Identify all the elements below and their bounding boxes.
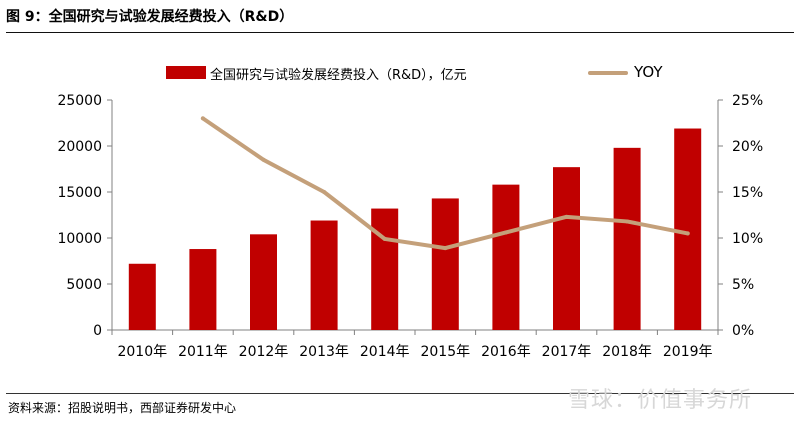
y-right-tick-label: 15% bbox=[732, 185, 763, 201]
yoy-point-2019年 bbox=[685, 231, 690, 236]
title-divider bbox=[6, 32, 794, 33]
y-right-tick-label: 10% bbox=[732, 231, 763, 247]
legend: 全国研究与试验发展经费投入（R&D），亿元 YOY bbox=[0, 63, 800, 83]
y-left-tick-label: 20000 bbox=[57, 139, 102, 155]
y-right-tick-label: 5% bbox=[732, 277, 754, 293]
yoy-point-2014年 bbox=[382, 236, 387, 241]
source-note: 资料来源：招股说明书，西部证券研发中心 bbox=[8, 401, 237, 415]
yoy-point-2015年 bbox=[443, 246, 448, 251]
y-left-tick-label: 25000 bbox=[57, 93, 102, 109]
y-right-tick-label: 25% bbox=[732, 93, 763, 109]
bar-2011年 bbox=[189, 249, 217, 330]
x-tick-label: 2019年 bbox=[663, 344, 713, 360]
y-left-tick-label: 10000 bbox=[57, 231, 102, 247]
yoy-point-2016年 bbox=[503, 230, 508, 235]
legend-line-swatch bbox=[588, 71, 628, 75]
legend-bar-label: 全国研究与试验发展经费投入（R&D），亿元 bbox=[210, 68, 467, 83]
x-tick-label: 2016年 bbox=[481, 344, 531, 360]
bar-2016年 bbox=[492, 184, 520, 330]
y-left-tick-label: 15000 bbox=[57, 185, 102, 201]
bar-2019年 bbox=[674, 128, 702, 330]
y-right-tick-label: 0% bbox=[732, 323, 754, 339]
legend-bar-swatch bbox=[166, 66, 206, 79]
x-tick-label: 2015年 bbox=[420, 344, 470, 360]
y-left-tick-label: 5000 bbox=[66, 277, 102, 293]
yoy-point-2012年 bbox=[261, 157, 266, 162]
bar-2012年 bbox=[250, 234, 277, 330]
x-tick-label: 2013年 bbox=[299, 344, 349, 360]
legend-line-label: YOY bbox=[634, 63, 663, 81]
bar-2010年 bbox=[128, 263, 156, 330]
y-right-tick-label: 20% bbox=[732, 139, 763, 155]
yoy-point-2017年 bbox=[564, 214, 569, 219]
watermark: 雪球：价值事务所 bbox=[568, 388, 753, 413]
bar-2013年 bbox=[310, 220, 338, 330]
chart-title: 图 9：全国研究与试验发展经费投入（R&D） bbox=[6, 9, 294, 25]
yoy-point-2018年 bbox=[625, 219, 630, 224]
x-tick-label: 2011年 bbox=[178, 344, 228, 360]
x-tick-label: 2017年 bbox=[542, 344, 592, 360]
source-divider bbox=[6, 393, 794, 394]
bar-2017年 bbox=[553, 167, 580, 330]
x-tick-label: 2014年 bbox=[360, 344, 410, 360]
x-tick-label: 2018年 bbox=[602, 344, 652, 360]
x-tick-label: 2010年 bbox=[117, 344, 167, 360]
yoy-point-2011年 bbox=[200, 116, 205, 121]
bar-2014年 bbox=[371, 208, 399, 330]
bar-2018年 bbox=[613, 147, 641, 330]
yoy-point-2013年 bbox=[322, 190, 327, 194]
x-tick-label: 2012年 bbox=[239, 344, 289, 360]
bar-2015年 bbox=[431, 198, 459, 330]
y-left-tick-label: 0 bbox=[93, 323, 102, 339]
